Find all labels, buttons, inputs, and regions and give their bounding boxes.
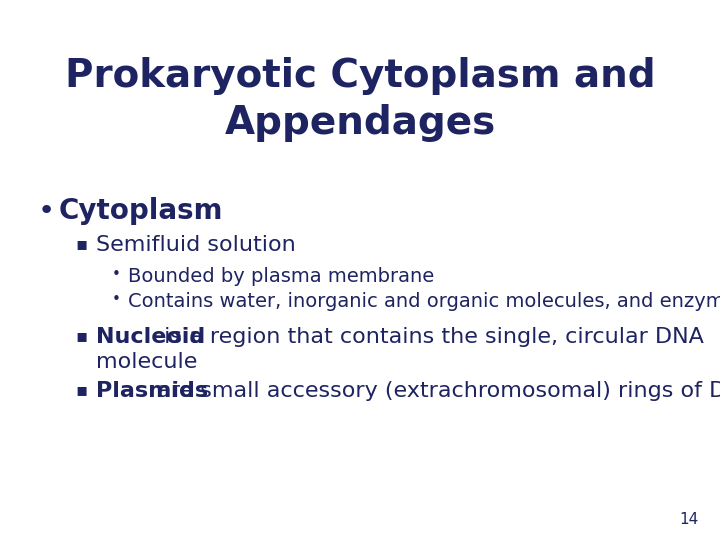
Text: are small accessory (extrachromosomal) rings of DNA: are small accessory (extrachromosomal) r…	[150, 381, 720, 401]
Text: Cytoplasm: Cytoplasm	[59, 197, 223, 225]
Text: is a region that contains the single, circular DNA: is a region that contains the single, ci…	[157, 327, 704, 347]
Text: ▪: ▪	[76, 327, 88, 345]
Text: Nucleoid: Nucleoid	[96, 327, 205, 347]
Text: molecule: molecule	[96, 352, 197, 372]
Text: Bounded by plasma membrane: Bounded by plasma membrane	[128, 267, 434, 286]
Text: •: •	[112, 292, 120, 307]
Text: •: •	[37, 197, 55, 225]
Text: Contains water, inorganic and organic molecules, and enzymes: Contains water, inorganic and organic mo…	[128, 292, 720, 310]
Text: Semifluid solution: Semifluid solution	[96, 235, 295, 255]
Text: Plasmids: Plasmids	[96, 381, 208, 401]
Text: •: •	[112, 267, 120, 282]
Text: Prokaryotic Cytoplasm and
Appendages: Prokaryotic Cytoplasm and Appendages	[65, 57, 655, 141]
Text: 14: 14	[679, 511, 698, 526]
Text: ▪: ▪	[76, 381, 88, 399]
Text: ▪: ▪	[76, 235, 88, 253]
